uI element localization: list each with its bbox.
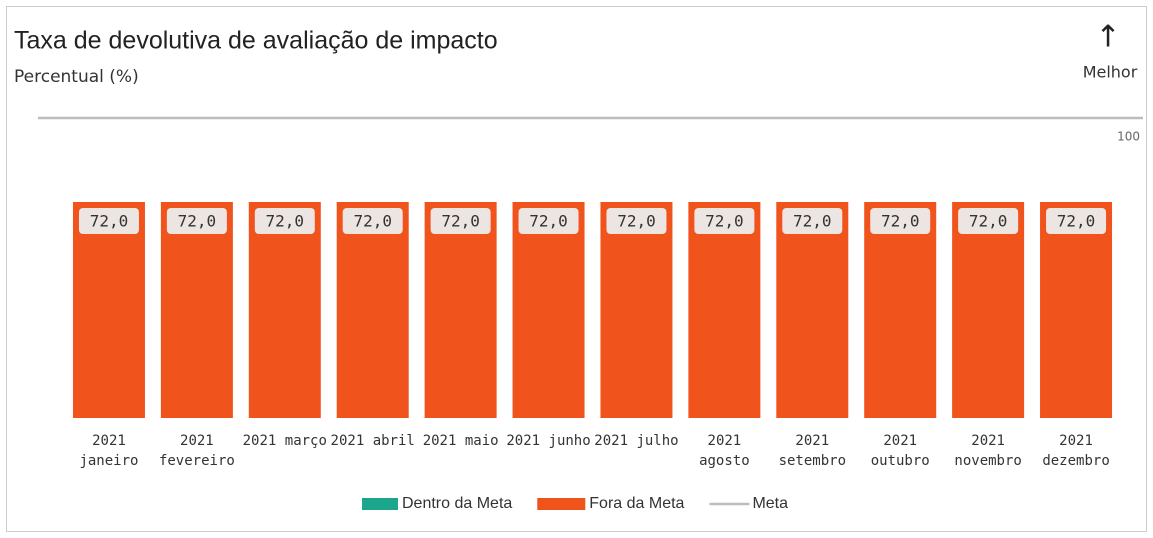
value-label-box xyxy=(694,208,755,234)
value-label-box xyxy=(166,208,227,234)
x-tick-label: 2021 julho xyxy=(594,433,679,449)
bar xyxy=(864,202,937,418)
direction-label: Melhor xyxy=(1083,63,1138,82)
legend-swatch xyxy=(362,498,398,510)
legend-label: Fora da Meta xyxy=(589,495,684,512)
bar xyxy=(160,202,233,418)
bar xyxy=(776,202,849,418)
x-tick-label: 2021 junho xyxy=(506,433,591,449)
value-label: 72,0 xyxy=(353,212,392,231)
bar xyxy=(952,202,1025,418)
value-label: 72,0 xyxy=(1057,212,1096,231)
bar xyxy=(688,202,761,418)
value-label-box xyxy=(1046,208,1107,234)
value-label: 72,0 xyxy=(178,212,217,231)
legend-swatch xyxy=(537,498,586,510)
value-label: 72,0 xyxy=(793,212,832,231)
x-tick-label: 2021 setembro xyxy=(778,433,846,469)
legend-label: Dentro da Meta xyxy=(402,495,512,512)
value-label-box xyxy=(958,208,1019,234)
legend-label: Meta xyxy=(752,495,788,512)
value-label: 72,0 xyxy=(266,212,305,231)
value-label: 72,0 xyxy=(90,212,129,231)
bar xyxy=(600,202,673,418)
value-label-box xyxy=(518,208,579,234)
value-label-box xyxy=(870,208,931,234)
value-label-box xyxy=(430,208,491,234)
value-label: 72,0 xyxy=(705,212,744,231)
direction-arrow: ↑ xyxy=(1095,20,1120,55)
value-label: 72,0 xyxy=(969,212,1008,231)
value-label: 72,0 xyxy=(441,212,480,231)
x-tick-label: 2021 março xyxy=(242,433,327,449)
value-label: 72,0 xyxy=(881,212,920,231)
bar xyxy=(72,202,145,418)
value-label-box xyxy=(342,208,403,234)
x-tick-label: 2021 novembro xyxy=(954,433,1022,469)
bar xyxy=(336,202,409,418)
bar xyxy=(512,202,585,418)
value-label: 72,0 xyxy=(617,212,656,231)
x-tick-label: 2021 outubro xyxy=(870,433,930,469)
value-label-box xyxy=(78,208,139,234)
chart-title: Taxa de devolutiva de avaliação de impac… xyxy=(14,27,498,55)
x-tick-label: 2021 agosto xyxy=(699,433,750,469)
x-tick-label: 2021 fevereiro xyxy=(158,433,235,469)
bar xyxy=(424,202,497,418)
value-label-box xyxy=(254,208,315,234)
x-tick-label: 2021 maio xyxy=(422,433,499,449)
value-label-box xyxy=(782,208,843,234)
bar xyxy=(1040,202,1113,418)
x-tick-label: 2021 dezembro xyxy=(1042,433,1110,469)
bar xyxy=(248,202,321,418)
y-tick-label: 100 xyxy=(1117,130,1140,144)
value-label: 72,0 xyxy=(529,212,568,231)
x-tick-label: 2021 janeiro xyxy=(79,433,139,469)
chart-subtitle: Percentual (%) xyxy=(14,67,139,87)
x-tick-label: 2021 abril xyxy=(330,433,415,449)
value-label-box xyxy=(606,208,667,234)
